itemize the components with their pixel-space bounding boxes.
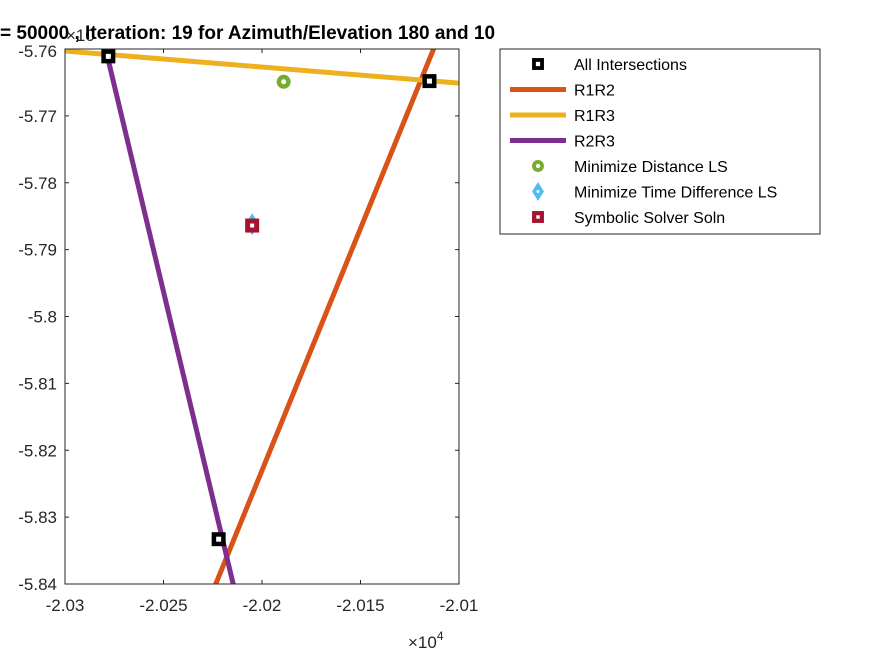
point-all-intersections-center: [216, 536, 222, 542]
y-tick-label: -5.82: [18, 441, 57, 460]
y-tick-label: -5.81: [18, 374, 57, 393]
legend-swatch-minimize-distance-ls-center: [535, 163, 541, 169]
legend-label-symbolic-solver-soln: Symbolic Solver Soln: [574, 210, 725, 227]
y-tick-label: -5.78: [18, 174, 57, 193]
point-all-intersections-center: [426, 78, 432, 84]
legend-label-minimize-time-difference-ls: Minimize Time Difference LS: [574, 185, 777, 202]
y-tick-label: -5.79: [18, 241, 57, 260]
legend-label-minimize-distance-ls: Minimize Distance LS: [574, 159, 728, 176]
y-tick-label: -5.84: [18, 575, 57, 594]
legend-swatch-minimize-time-difference-ls-center: [536, 189, 540, 194]
legend-label-r2r3: R2R3: [574, 134, 615, 151]
x-exponent-label: ×104: [408, 629, 444, 652]
point-symbolic-solver-soln-center: [250, 223, 255, 228]
y-axis: -5.77 -5.78 -5.79 -5.8 -5.81 -5.82 -5.83 -5.84 -…: [18, 42, 459, 594]
x-tick-label: -2.03: [46, 596, 85, 615]
x-tick-label: -2.015: [336, 596, 384, 615]
y-tick-label: -5.76: [18, 42, 57, 61]
legend-swatch-symbolic-solver-soln-center: [536, 215, 540, 219]
legend: All Intersections R1R2 R1R3 R2R3 Minimize Di…: [499, 48, 821, 235]
point-all-intersections-center: [105, 53, 111, 59]
series-r2r3: [103, 49, 236, 584]
legend-label-r1r2: R1R2: [574, 83, 615, 100]
legend-label-r1r3: R1R3: [574, 108, 615, 125]
legend-swatch-all-intersections-center: [535, 61, 541, 67]
series-r1r2: [213, 49, 437, 584]
legend-label-all-intersections: All Intersections: [574, 57, 687, 74]
y-tick-label: -5.8: [28, 308, 57, 327]
y-tick-label: -5.83: [18, 508, 57, 527]
y-exponent-label: ×10: [66, 26, 95, 45]
plot-area: [65, 49, 459, 584]
point-minimize-distance-ls-center: [281, 79, 287, 85]
x-tick-label: -2.025: [139, 596, 187, 615]
series-layer: [65, 49, 459, 584]
y-tick-label: -5.77: [18, 107, 57, 126]
chart-title: = 50000 , Iteration: 19 for Azimuth/Elev…: [0, 23, 495, 44]
x-axis: -2.03 -2.025 -2.02 -2.015 -2.01: [46, 49, 479, 615]
x-tick-label: -2.02: [243, 596, 282, 615]
series-r1r3: [65, 49, 459, 86]
x-tick-label: -2.01: [440, 596, 479, 615]
